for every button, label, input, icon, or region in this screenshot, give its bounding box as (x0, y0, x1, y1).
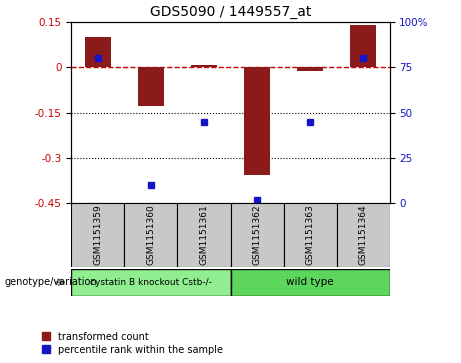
Bar (191, 65, 217, 67)
Text: GSM1151359: GSM1151359 (94, 205, 102, 265)
Bar (244, 67, 270, 175)
Text: wild type: wild type (286, 277, 334, 287)
Bar (337, 203, 390, 267)
Text: GSM1151361: GSM1151361 (200, 205, 208, 265)
Text: GSM1151360: GSM1151360 (147, 205, 155, 265)
Text: GSM1151363: GSM1151363 (306, 205, 314, 265)
Text: genotype/variation: genotype/variation (5, 277, 97, 287)
Legend: transformed count, percentile rank within the sample: transformed count, percentile rank withi… (42, 331, 223, 355)
Bar (71, 269, 230, 296)
Bar (284, 203, 337, 267)
Bar (124, 203, 177, 267)
Bar (230, 203, 284, 267)
Bar (177, 203, 230, 267)
Bar (297, 67, 323, 71)
Title: GDS5090 / 1449557_at: GDS5090 / 1449557_at (150, 5, 311, 19)
Bar (71, 203, 124, 267)
Bar (230, 269, 390, 296)
Bar (85, 37, 111, 67)
Bar (350, 25, 376, 67)
Text: GSM1151364: GSM1151364 (359, 205, 367, 265)
Text: GSM1151362: GSM1151362 (253, 205, 261, 265)
Text: cystatin B knockout Cstb-/-: cystatin B knockout Cstb-/- (90, 278, 212, 287)
Bar (138, 67, 164, 106)
